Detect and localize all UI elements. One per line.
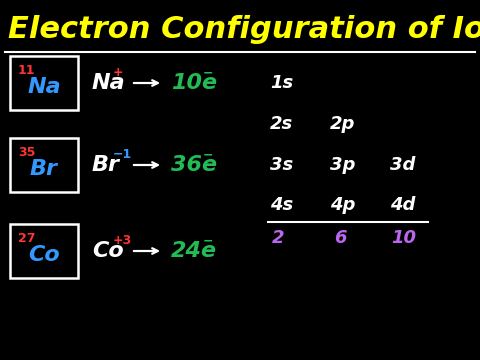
Text: −: − bbox=[203, 148, 214, 162]
Bar bbox=[10, 224, 78, 278]
Text: Br: Br bbox=[92, 155, 120, 175]
Text: 1s: 1s bbox=[270, 74, 293, 92]
Text: −: − bbox=[203, 234, 214, 248]
Text: 4d: 4d bbox=[390, 196, 415, 214]
Text: 36e: 36e bbox=[171, 155, 217, 175]
Text: −: − bbox=[203, 67, 214, 80]
Bar bbox=[10, 56, 78, 110]
Text: Co: Co bbox=[92, 241, 124, 261]
Text: +: + bbox=[113, 67, 124, 80]
Text: Co: Co bbox=[28, 245, 60, 265]
Text: 3p: 3p bbox=[330, 156, 355, 174]
Text: +3: +3 bbox=[113, 234, 132, 248]
Text: 24e: 24e bbox=[171, 241, 217, 261]
Text: 11: 11 bbox=[18, 64, 36, 77]
Text: 3d: 3d bbox=[390, 156, 415, 174]
Bar bbox=[10, 138, 78, 192]
Text: −1: −1 bbox=[113, 148, 132, 162]
Text: 4s: 4s bbox=[270, 196, 293, 214]
Text: 2s: 2s bbox=[270, 115, 293, 133]
Text: 35: 35 bbox=[18, 146, 36, 159]
Text: 2: 2 bbox=[272, 229, 284, 247]
Text: Na: Na bbox=[27, 77, 61, 97]
Text: 3s: 3s bbox=[270, 156, 293, 174]
Text: 10e: 10e bbox=[171, 73, 217, 93]
Text: 6: 6 bbox=[334, 229, 346, 247]
Text: Na: Na bbox=[92, 73, 126, 93]
Text: 4p: 4p bbox=[330, 196, 355, 214]
Text: Electron Configuration of Ions: Electron Configuration of Ions bbox=[8, 15, 480, 45]
Text: Br: Br bbox=[30, 159, 58, 179]
Text: 27: 27 bbox=[18, 232, 36, 245]
Text: 2p: 2p bbox=[330, 115, 355, 133]
Text: 10: 10 bbox=[392, 229, 417, 247]
